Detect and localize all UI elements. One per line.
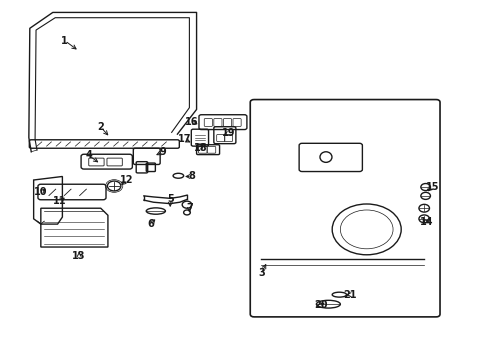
Text: 20: 20 — [314, 300, 327, 310]
Text: 13: 13 — [72, 251, 86, 261]
Text: 4: 4 — [85, 150, 92, 160]
Text: 5: 5 — [166, 194, 173, 204]
Text: 17: 17 — [178, 134, 191, 144]
Text: 6: 6 — [147, 219, 154, 229]
Text: 10: 10 — [34, 187, 47, 197]
Text: 15: 15 — [425, 182, 438, 192]
Text: 8: 8 — [188, 171, 195, 181]
Text: 18: 18 — [193, 143, 207, 153]
Text: 3: 3 — [257, 269, 264, 279]
Text: 9: 9 — [159, 147, 166, 157]
Text: 19: 19 — [222, 128, 235, 138]
Text: 14: 14 — [419, 217, 432, 227]
Text: 1: 1 — [61, 36, 68, 46]
Text: 21: 21 — [343, 290, 356, 300]
Text: 11: 11 — [53, 196, 67, 206]
Text: 16: 16 — [184, 117, 198, 127]
Text: 12: 12 — [120, 175, 134, 185]
Text: 7: 7 — [185, 203, 192, 213]
Text: 2: 2 — [97, 122, 104, 132]
